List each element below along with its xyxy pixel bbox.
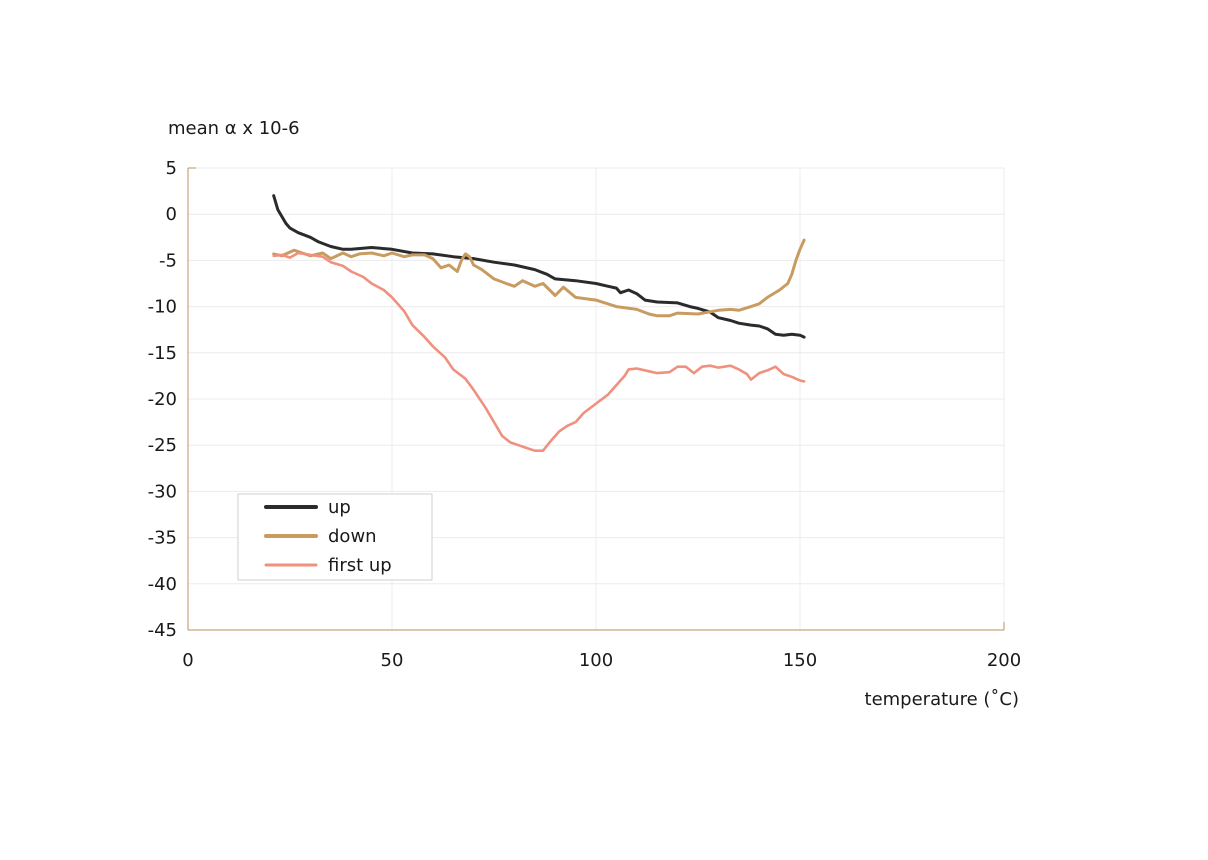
y-axis-title: mean α x 10-6	[168, 118, 300, 139]
y-tick-label: -25	[148, 435, 177, 456]
series-lines	[272, 194, 806, 452]
y-tick-label: -35	[148, 528, 177, 549]
y-tick-label: 5	[166, 158, 177, 179]
y-tick-label: -10	[148, 297, 177, 318]
x-tick-label: 100	[579, 650, 613, 671]
series-line-first-up	[272, 251, 806, 452]
y-tick-labels: 5 0 -5 -10 -15 -20 -25 -30 -35 -40 -45	[148, 158, 177, 641]
x-tick-labels: 0 50 100 150 200	[182, 650, 1021, 671]
legend-label-first-up: first up	[328, 555, 392, 576]
x-tick-label: 50	[381, 650, 404, 671]
x-tick-label: 150	[783, 650, 817, 671]
y-tick-label: -30	[148, 481, 177, 502]
legend-label-up: up	[328, 497, 351, 518]
grid	[188, 167, 1005, 630]
x-axis-title: temperature (˚C)	[865, 689, 1019, 710]
x-tick-label: 200	[987, 650, 1021, 671]
y-tick-label: -5	[159, 250, 177, 271]
axes	[187, 167, 1005, 631]
legend: up down first up	[237, 493, 433, 581]
y-tick-label: -45	[148, 620, 177, 641]
series-line-down	[272, 238, 806, 318]
y-tick-label: -15	[148, 343, 177, 364]
y-tick-label: -20	[148, 389, 177, 410]
legend-label-down: down	[328, 526, 377, 547]
series-line-up	[272, 194, 806, 339]
y-tick-label: 0	[166, 204, 177, 225]
y-tick-label: -40	[148, 574, 177, 595]
x-tick-label: 0	[182, 650, 193, 671]
